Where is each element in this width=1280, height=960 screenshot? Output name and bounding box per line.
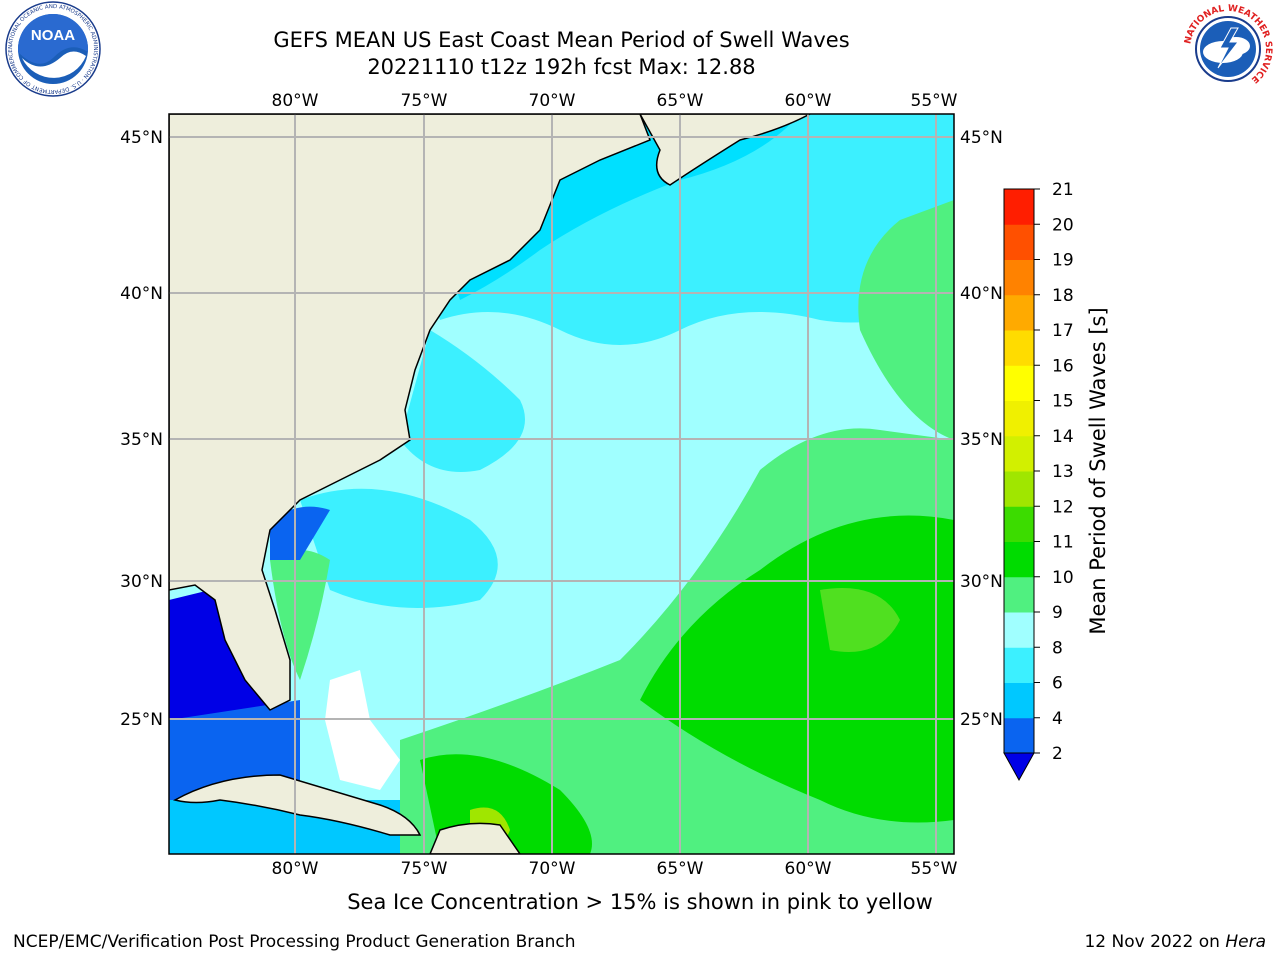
lat-ticks-left: 45°N 40°N 35°N 30°N 25°N <box>120 128 163 730</box>
lon-ticks-top: 80°W 75°W 70°W 65°W 60°W 55°W <box>272 91 958 111</box>
colorbar: 2 4 6 8 9 10 11 12 13 14 15 16 17 18 19 20 21 <box>1003 180 1074 782</box>
noaa-logo-text: NOAA <box>31 27 75 44</box>
lon-tick-bottom: 65°W <box>657 859 704 879</box>
lat-tick-right: 30°N <box>960 572 1003 592</box>
land-cuba <box>172 774 422 836</box>
colorbar-extend-arrow <box>1003 752 1035 782</box>
colorbar-swatch <box>1004 189 1034 225</box>
swell-field-10-11 <box>640 515 954 823</box>
colorbar-label: Mean Period of Swell Waves [s] <box>1086 307 1110 634</box>
colorbar-swatch <box>1004 259 1034 296</box>
swell-field-11-12 <box>820 588 900 652</box>
colorbar-tick-label: 14 <box>1052 427 1074 447</box>
plot-subtitle: 20221110 t12z 192h fcst Max: 12.88 <box>367 55 756 79</box>
colorbar-tick-label: 2 <box>1052 744 1063 764</box>
swell-field-gulf-stream-blue <box>270 506 330 560</box>
colorbar-swatch <box>1004 612 1034 648</box>
lon-tick-top: 80°W <box>272 91 319 111</box>
colorbar-swatch <box>1004 330 1034 366</box>
lat-tick-right: 25°N <box>960 710 1003 730</box>
lon-ticks-bottom: 80°W 75°W 70°W 65°W 60°W 55°W <box>272 859 958 879</box>
lat-tick-left: 35°N <box>120 430 163 450</box>
colorbar-swatch <box>1004 506 1034 542</box>
lon-tick-top: 55°W <box>911 91 958 111</box>
colorbar-swatch <box>1004 294 1034 331</box>
lat-tick-left: 45°N <box>120 128 163 148</box>
colorbar-tick-label: 17 <box>1052 321 1074 341</box>
swell-field-bahamas-white <box>325 670 400 790</box>
colorbar-tick-label: 4 <box>1052 709 1063 729</box>
footer-date: 12 Nov 2022 on Hera <box>1084 932 1266 952</box>
land-canada <box>639 114 811 186</box>
colorbar-swatch <box>1004 400 1034 437</box>
lon-tick-bottom: 75°W <box>401 859 448 879</box>
colorbar-swatch <box>1004 717 1034 754</box>
map-gridlines <box>169 114 954 854</box>
nws-logo: NATIONAL WEATHER SERVICE <box>1182 3 1274 95</box>
lon-tick-top: 75°W <box>401 91 448 111</box>
lat-tick-right: 40°N <box>960 284 1003 304</box>
land-hispaniola <box>429 822 521 854</box>
land-us <box>169 114 651 711</box>
lat-tick-left: 25°N <box>120 710 163 730</box>
lon-tick-top: 60°W <box>785 91 832 111</box>
colorbar-tick-label: 15 <box>1052 392 1074 412</box>
lat-tick-right: 45°N <box>960 128 1003 148</box>
swell-field-6-8-b <box>400 330 525 472</box>
colorbar-tick-label: 18 <box>1052 286 1074 306</box>
colorbar-tick-label: 16 <box>1052 356 1074 376</box>
colorbar-tick-label: 19 <box>1052 251 1074 271</box>
colorbar-tick-label: 20 <box>1052 215 1074 235</box>
lat-tick-left: 30°N <box>120 572 163 592</box>
colorbar-tick-label: 21 <box>1052 180 1074 200</box>
lon-tick-top: 70°W <box>529 91 576 111</box>
lon-tick-bottom: 55°W <box>911 859 958 879</box>
colorbar-swatch <box>1004 471 1034 507</box>
swell-field-9-10-c <box>270 550 330 680</box>
lat-ticks-right: 45°N 40°N 35°N 30°N 25°N <box>960 128 1003 730</box>
colorbar-swatch <box>1004 365 1034 401</box>
colorbar-swatch <box>1004 224 1034 260</box>
lon-tick-top: 65°W <box>657 91 704 111</box>
colorbar-tick-label: 9 <box>1052 603 1063 623</box>
footer-date-text: 12 Nov 2022 on <box>1084 932 1226 952</box>
colorbar-swatch <box>1004 647 1034 683</box>
lat-tick-right: 35°N <box>960 430 1003 450</box>
colorbar-tick-label: 13 <box>1052 462 1074 482</box>
lat-tick-left: 40°N <box>120 284 163 304</box>
colorbar-swatch <box>1004 682 1034 719</box>
colorbar-swatch <box>1004 435 1034 472</box>
lon-tick-bottom: 80°W <box>272 859 319 879</box>
footer-machine: Hera <box>1225 932 1266 952</box>
colorbar-tick-label: 11 <box>1052 533 1074 553</box>
lon-tick-bottom: 60°W <box>785 859 832 879</box>
swell-field-9-10 <box>858 200 954 440</box>
footer-credit: NCEP/EMC/Verification Post Processing Pr… <box>13 932 576 952</box>
colorbar-tick-label: 8 <box>1052 638 1063 658</box>
map-frame <box>168 113 955 855</box>
sea-ice-note-text: Sea Ice Concentration > 15% is shown in … <box>347 890 933 914</box>
colorbar-tick-label: 12 <box>1052 497 1074 517</box>
sea-ice-note: Sea Ice Concentration > 15% is shown in … <box>0 890 1280 914</box>
map-field <box>169 114 954 854</box>
lon-tick-bottom: 70°W <box>529 859 576 879</box>
colorbar-tick-label: 10 <box>1052 568 1074 588</box>
noaa-logo: NOAA NATIONAL OCEANIC AND ATMOSPHERIC AD… <box>5 1 101 97</box>
swell-field-6-8-c <box>300 488 498 608</box>
plot-title: GEFS MEAN US East Coast Mean Period of S… <box>273 28 850 52</box>
colorbar-tick-label: 6 <box>1052 674 1063 694</box>
colorbar-swatch <box>1004 541 1034 578</box>
colorbar-swatch <box>1004 576 1034 613</box>
